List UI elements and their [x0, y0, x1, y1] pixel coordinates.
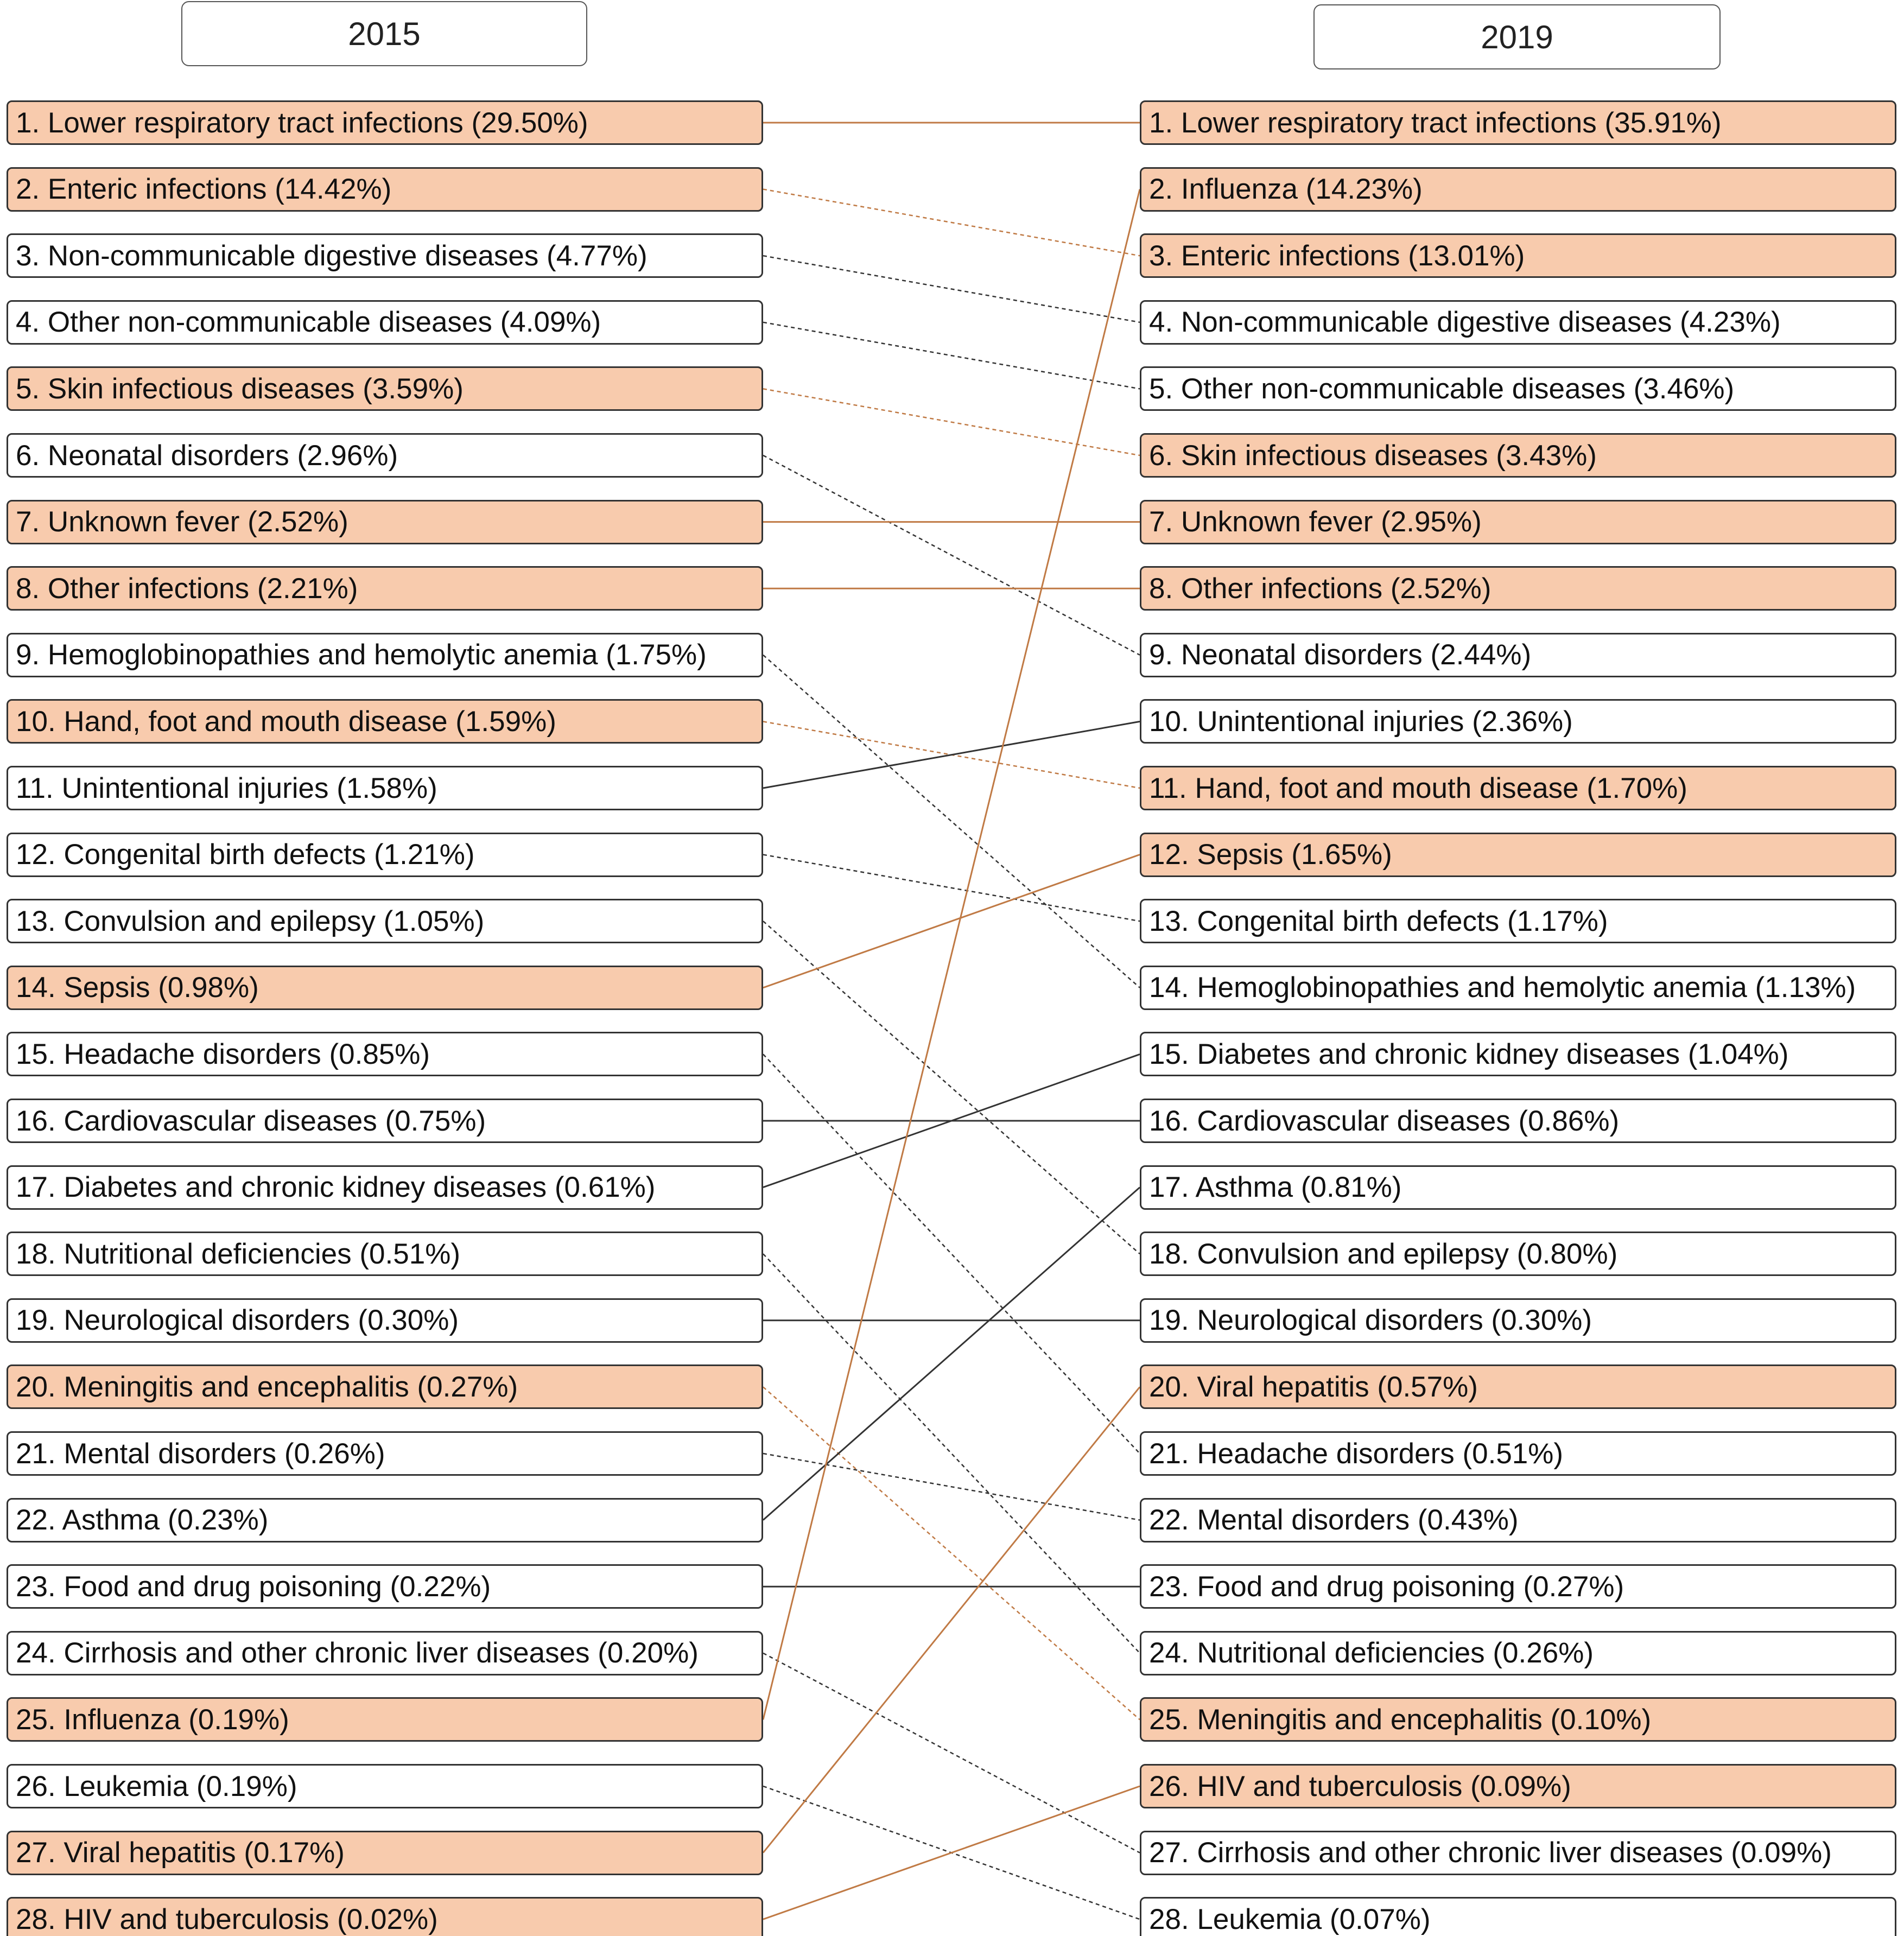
- rank-2019-item-1: 1. Lower respiratory tract infections (3…: [1140, 100, 1896, 145]
- rank-2019-item-12: 12. Sepsis (1.65%): [1140, 832, 1896, 877]
- rank-2019-item-28: 28. Leukemia (0.07%): [1140, 1897, 1896, 1936]
- rank-2019-item-3: 3. Enteric infections (13.01%): [1140, 233, 1896, 278]
- rank-2015-item-14: 14. Sepsis (0.98%): [7, 965, 763, 1010]
- connector-line-18-to-24: [763, 1253, 1140, 1654]
- rank-2015-item-7: 7. Unknown fever (2.52%): [7, 499, 763, 544]
- rank-2015-item-2: 2. Enteric infections (14.42%): [7, 167, 763, 212]
- rank-2015-item-27: 27. Viral hepatitis (0.17%): [7, 1830, 763, 1875]
- rank-2015-item-10: 10. Hand, foot and mouth disease (1.59%): [7, 699, 763, 744]
- rank-2019-item-17: 17. Asthma (0.81%): [1140, 1165, 1896, 1210]
- rank-2019-item-7: 7. Unknown fever (2.95%): [1140, 499, 1896, 544]
- rank-2019-item-2: 2. Influenza (14.23%): [1140, 167, 1896, 212]
- rank-2019-item-27: 27. Cirrhosis and other chronic liver di…: [1140, 1830, 1896, 1875]
- rank-2015-item-11: 11. Unintentional injuries (1.58%): [7, 766, 763, 810]
- connector-line-14-to-12: [763, 854, 1140, 989]
- rank-2019-item-9: 9. Neonatal disorders (2.44%): [1140, 632, 1896, 677]
- rank-2019-item-23: 23. Food and drug poisoning (0.27%): [1140, 1564, 1896, 1609]
- rank-2019-item-14: 14. Hemoglobinopathies and hemolytic ane…: [1140, 965, 1896, 1010]
- header-2015: 2015: [181, 1, 587, 66]
- rank-2019-item-4: 4. Non-communicable digestive diseases (…: [1140, 300, 1896, 345]
- rank-2019-item-5: 5. Other non-communicable diseases (3.46…: [1140, 366, 1896, 411]
- connector-line-4-to-5: [763, 321, 1140, 390]
- connector-line-11-to-10: [763, 720, 1140, 789]
- rank-2015-item-6: 6. Neonatal disorders (2.96%): [7, 433, 763, 478]
- rank-2019-item-26: 26. HIV and tuberculosis (0.09%): [1140, 1764, 1896, 1808]
- rank-2015-item-23: 23. Food and drug poisoning (0.22%): [7, 1564, 763, 1609]
- rank-2015-item-22: 22. Asthma (0.23%): [7, 1497, 763, 1543]
- rank-2015-item-20: 20. Meningitis and encephalitis (0.27%): [7, 1364, 763, 1410]
- rank-2015-item-25: 25. Influenza (0.19%): [7, 1697, 763, 1742]
- rank-2015-item-12: 12. Congenital birth defects (1.21%): [7, 832, 763, 877]
- rank-2019-item-19: 19. Neurological disorders (0.30%): [1140, 1298, 1896, 1343]
- rank-2015-item-8: 8. Other infections (2.21%): [7, 566, 763, 611]
- rank-2015-item-16: 16. Cardiovascular diseases (0.75%): [7, 1099, 763, 1143]
- rank-2015-item-28: 28. HIV and tuberculosis (0.02%): [7, 1897, 763, 1936]
- connector-line-9-to-14: [763, 654, 1140, 988]
- rank-2019-item-11: 11. Hand, foot and mouth disease (1.70%): [1140, 766, 1896, 810]
- rank-2015-item-26: 26. Leukemia (0.19%): [7, 1764, 763, 1808]
- rank-2015-item-18: 18. Nutritional deficiencies (0.51%): [7, 1232, 763, 1277]
- rank-2019-item-18: 18. Convulsion and epilepsy (0.80%): [1140, 1232, 1896, 1277]
- rank-2019-item-15: 15. Diabetes and chronic kidney diseases…: [1140, 1032, 1896, 1077]
- connector-line-3-to-4: [763, 255, 1140, 323]
- rank-2019-item-16: 16. Cardiovascular diseases (0.86%): [1140, 1099, 1896, 1143]
- connector-line-28-to-26: [763, 1785, 1140, 1920]
- rank-2015-item-9: 9. Hemoglobinopathies and hemolytic anem…: [7, 632, 763, 677]
- connector-line-24-to-27: [763, 1652, 1140, 1854]
- connector-line-22-to-17: [763, 1186, 1140, 1521]
- rank-2015-item-1: 1. Lower respiratory tract infections (2…: [7, 100, 763, 145]
- rank-2015-item-4: 4. Other non-communicable diseases (4.09…: [7, 300, 763, 345]
- rank-2015-item-17: 17. Diabetes and chronic kidney diseases…: [7, 1165, 763, 1210]
- rank-2019-item-22: 22. Mental disorders (0.43%): [1140, 1497, 1896, 1543]
- connector-line-6-to-9: [763, 454, 1140, 656]
- rank-2019-item-21: 21. Headache disorders (0.51%): [1140, 1431, 1896, 1476]
- rank-2015-item-5: 5. Skin infectious diseases (3.59%): [7, 366, 763, 411]
- rank-2015-item-21: 21. Mental disorders (0.26%): [7, 1431, 763, 1476]
- rank-2015-item-3: 3. Non-communicable digestive diseases (…: [7, 233, 763, 278]
- rank-2019-item-20: 20. Viral hepatitis (0.57%): [1140, 1364, 1896, 1410]
- connector-line-12-to-13: [763, 854, 1140, 922]
- rank-2015-item-13: 13. Convulsion and epilepsy (1.05%): [7, 899, 763, 944]
- rank-2015-item-19: 19. Neurological disorders (0.30%): [7, 1298, 763, 1343]
- rank-2019-item-8: 8. Other infections (2.52%): [1140, 566, 1896, 611]
- connector-line-25-to-2: [762, 189, 1141, 1720]
- rank-2019-item-10: 10. Unintentional injuries (2.36%): [1140, 699, 1896, 744]
- rank-2019-item-25: 25. Meningitis and encephalitis (0.10%): [1140, 1697, 1896, 1742]
- rank-2019-item-24: 24. Nutritional deficiencies (0.26%): [1140, 1630, 1896, 1675]
- rank-2015-item-24: 24. Cirrhosis and other chronic liver di…: [7, 1630, 763, 1675]
- connector-line-15-to-21: [763, 1053, 1140, 1454]
- header-2019: 2019: [1313, 4, 1721, 69]
- connector-line-20-to-25: [763, 1386, 1140, 1721]
- rank-2019-item-13: 13. Congenital birth defects (1.17%): [1140, 899, 1896, 944]
- connector-line-13-to-18: [763, 921, 1140, 1255]
- connector-line-2-to-3: [763, 188, 1140, 257]
- connector-line-17-to-15: [763, 1053, 1140, 1189]
- rank-2019-item-6: 6. Skin infectious diseases (3.43%): [1140, 433, 1896, 478]
- rank-2015-item-15: 15. Headache disorders (0.85%): [7, 1032, 763, 1077]
- connector-line-27-to-20: [762, 1386, 1141, 1854]
